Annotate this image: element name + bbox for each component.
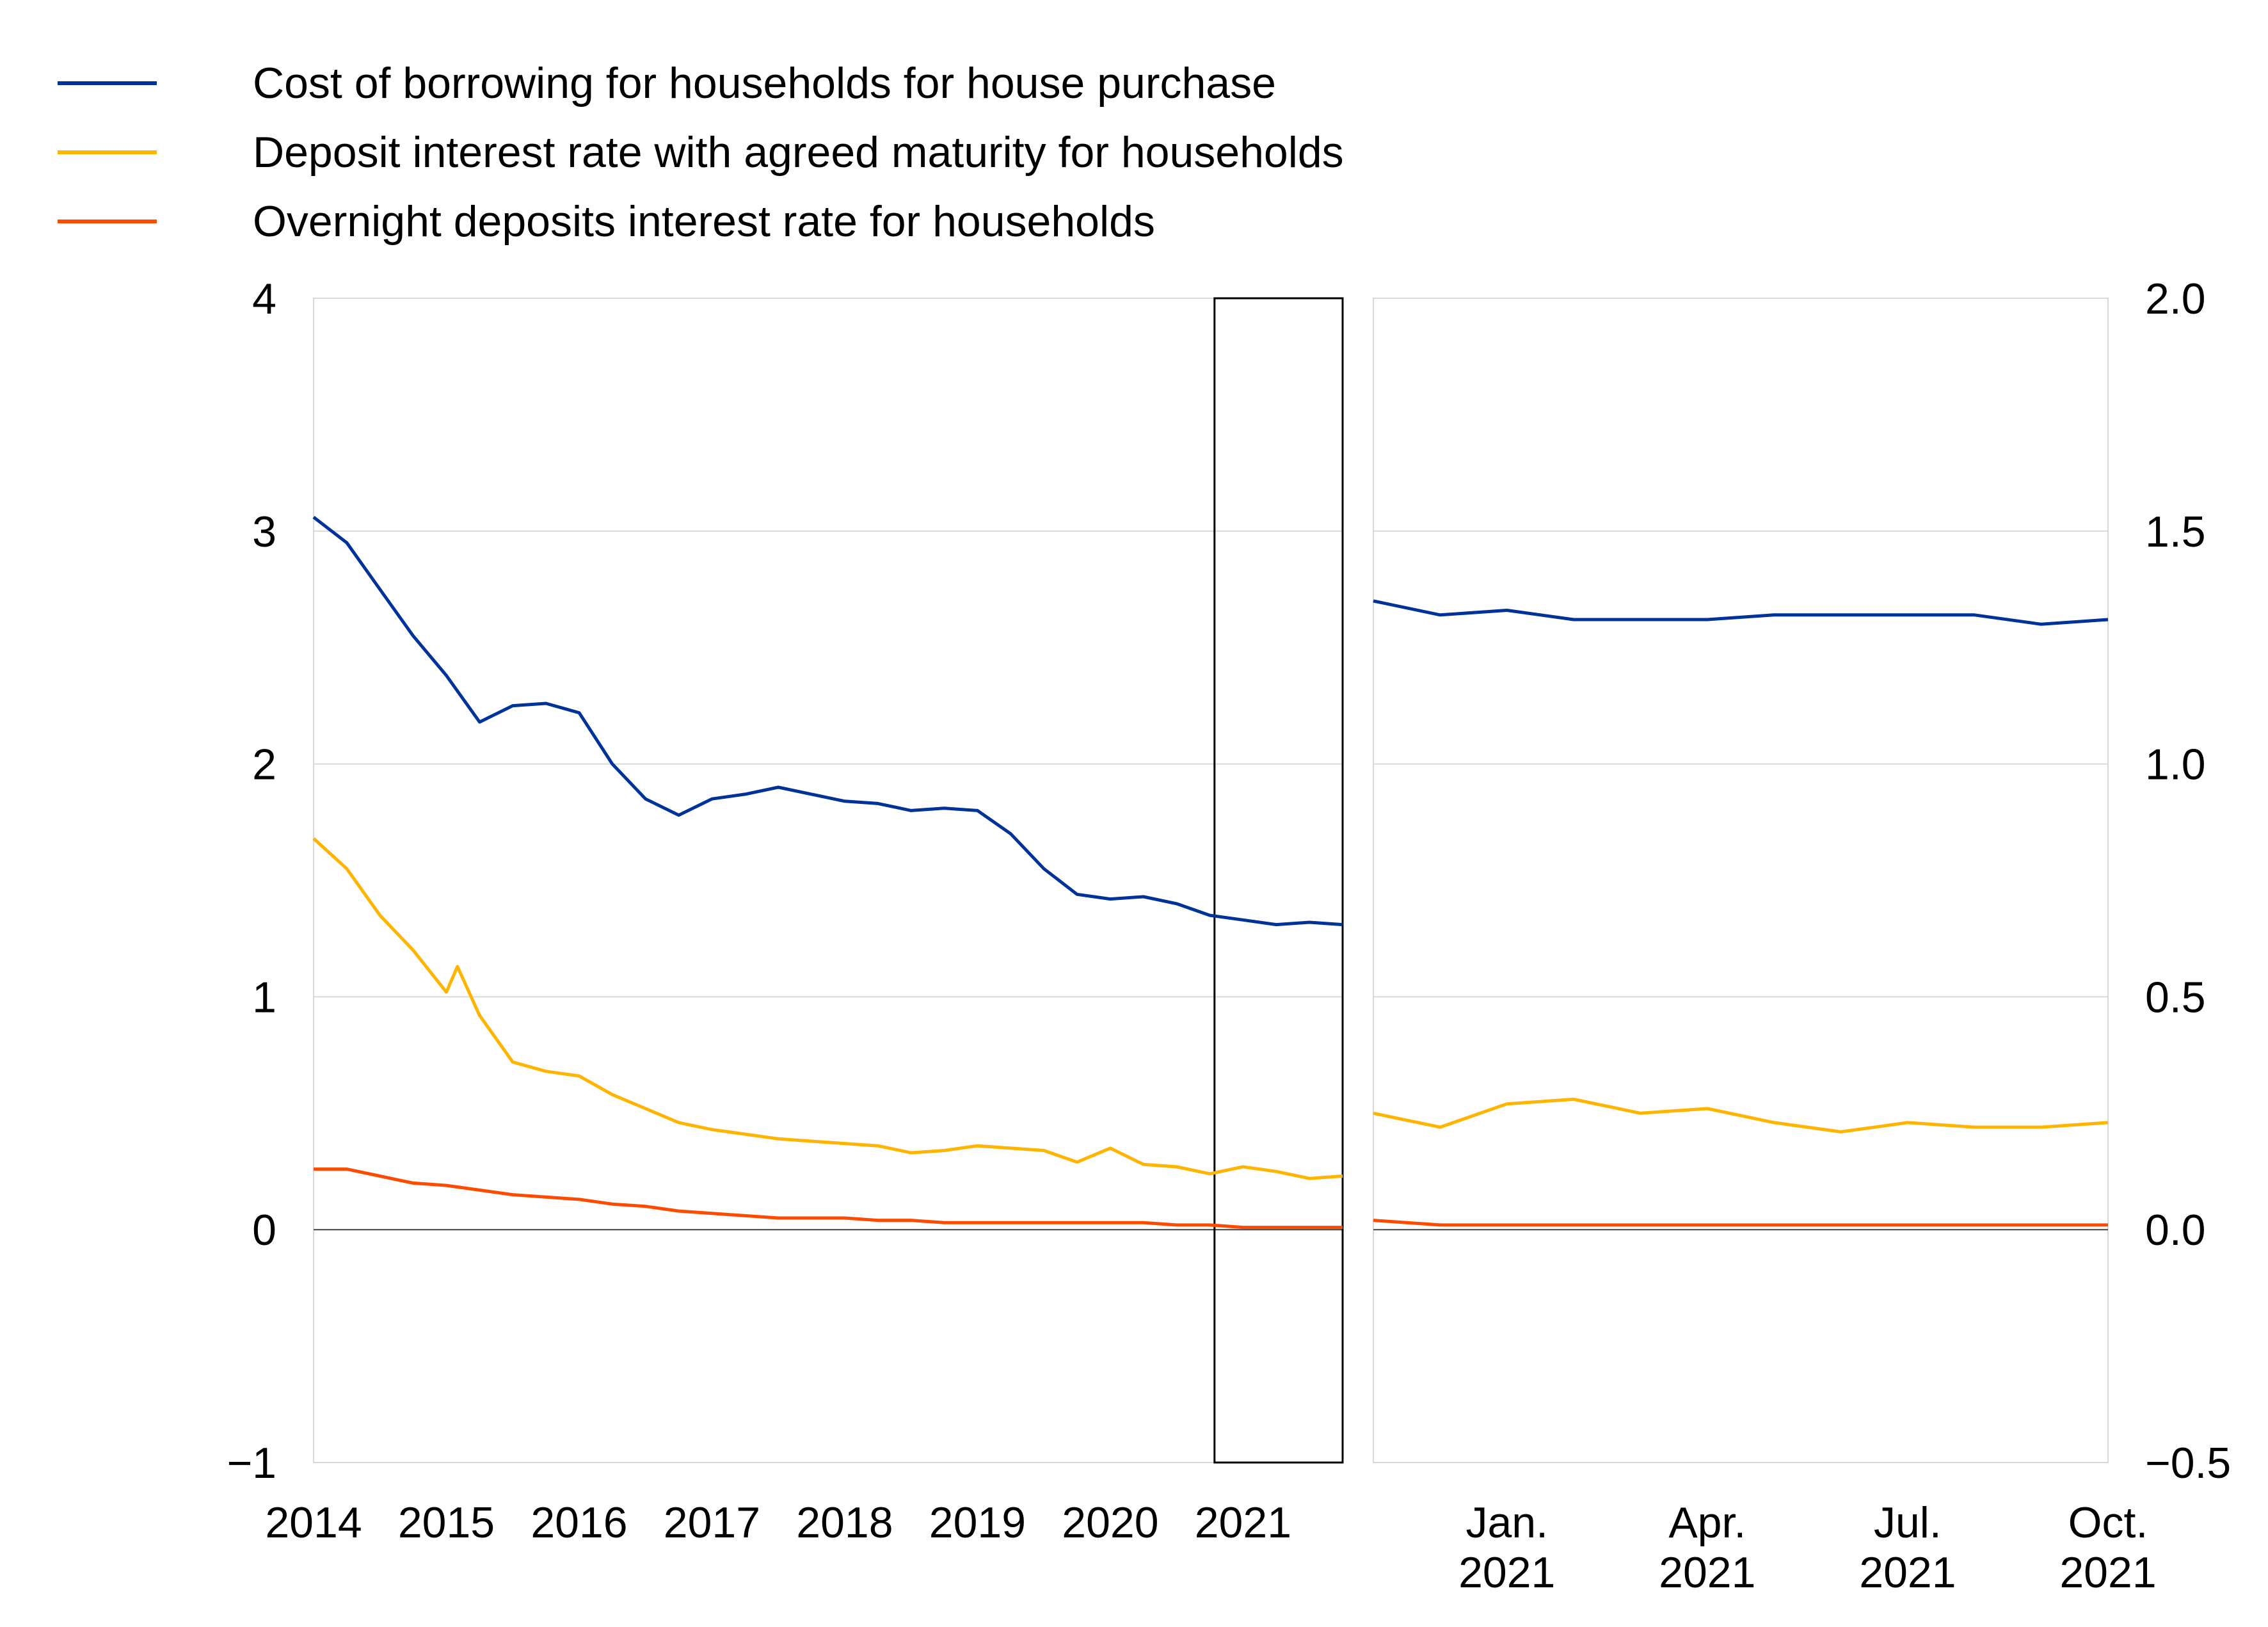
legend-swatch-mortgage [58,81,157,85]
right-series-line-mortgage [1373,599,2109,626]
left-x-tick-label: 2016 [531,1498,627,1547]
legend: Cost of borrowing for households for hou… [58,49,1344,256]
left-y-tick-label: 4 [252,275,276,323]
left-x-tick-label: 2014 [265,1498,362,1547]
right-x-tick-label-month: Jul. [1874,1498,1942,1547]
right-x-tick-label-month: Oct. [2068,1498,2148,1547]
legend-item-deposit-agreed: Deposit interest rate with agreed maturi… [58,118,1344,187]
right-y-tick-label: 1.5 [2145,508,2206,556]
legend-swatch-deposit-agreed [58,150,157,154]
left-y-tick-label: 0 [252,1206,276,1254]
right-y-tick-label: 0.5 [2145,973,2206,1022]
right-x-tick-label-year: 2021 [1659,1548,1755,1597]
right-y-tick-label: 2.0 [2145,275,2206,323]
left-series-line-deposit-agreed [312,837,1343,1180]
right-x-tick-label-month: Jan. [1465,1498,1548,1547]
highlight-window-box [1213,297,1344,1464]
legend-label-deposit-agreed: Deposit interest rate with agreed maturi… [253,128,1344,177]
legend-swatch-overnight [58,220,157,223]
right-x-tick-label-year: 2021 [2059,1548,2156,1597]
right-y-tick-label: 1.0 [2145,741,2206,789]
right-x-tick-label-month: Apr. [1668,1498,1746,1547]
legend-label-overnight: Overnight deposits interest rate for hou… [253,197,1155,246]
left-series-line-overnight [314,1167,1343,1230]
right-series-line-deposit-agreed [1373,1098,2109,1134]
left-plot-frame [313,298,1343,1463]
left-series-line-mortgage [312,516,1343,927]
right-plot-frame [1373,298,2109,1463]
left-y-tick-label: 2 [252,741,276,789]
legend-item-overnight: Overnight deposits interest rate for hou… [58,187,1344,256]
right-series-line-overnight [1373,1219,2108,1227]
left-y-tick-label: 1 [252,973,276,1022]
left-x-tick-label: 2015 [398,1498,495,1547]
left-x-tick-label: 2018 [796,1498,893,1547]
left-x-tick-label: 2021 [1195,1498,1291,1547]
right-x-tick-label-year: 2021 [1859,1548,1956,1597]
right-y-tick-label: −0.5 [2145,1439,2231,1487]
right-y-tick-label: 0.0 [2145,1206,2206,1254]
left-y-tick-label: 3 [252,508,276,556]
left-x-tick-label: 2020 [1062,1498,1158,1547]
right-x-tick-label-year: 2021 [1458,1548,1555,1597]
left-x-tick-label: 2019 [929,1498,1026,1547]
legend-label-mortgage: Cost of borrowing for households for hou… [253,59,1276,108]
left-y-tick-label: −1 [227,1439,276,1487]
legend-item-mortgage: Cost of borrowing for households for hou… [58,49,1344,118]
left-x-tick-label: 2017 [664,1498,760,1547]
